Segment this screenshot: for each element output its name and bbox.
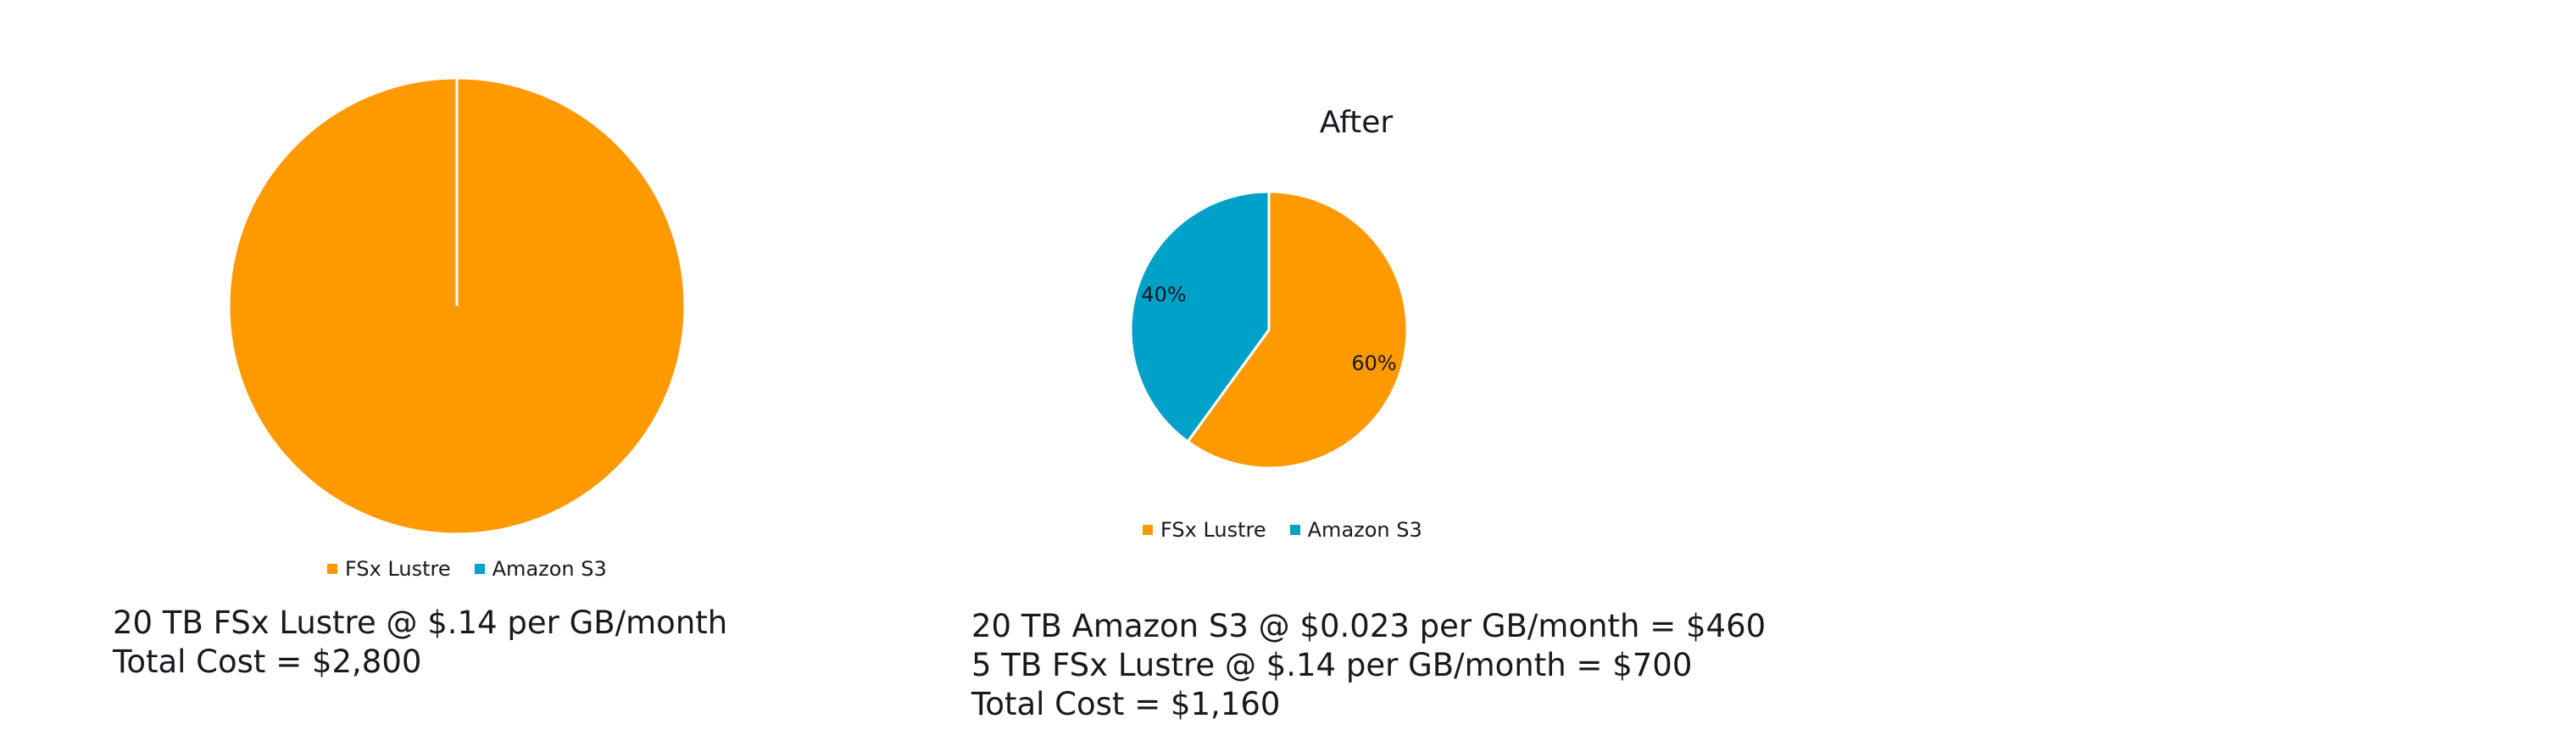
caption-line: 5 TB FSx Lustre @ $.14 per GB/month = $7…: [971, 647, 1693, 683]
after-cost-caption: 20 TB Amazon S3 @ $0.023 per GB/month = …: [971, 607, 1766, 724]
before-legend: FSx Lustre Amazon S3: [327, 557, 607, 581]
legend-item-amazon-s3: Amazon S3: [1289, 518, 1422, 542]
after-chart: After 60% 40% FSx Lustre Amazon S3 20 TB …: [932, 0, 1780, 741]
after-legend: FSx Lustre Amazon S3: [1143, 518, 1422, 542]
pie-slice-fsx-lustre: [1186, 190, 1409, 470]
chart-title: After: [1319, 105, 1394, 140]
before-cost-caption: 20 TB FSx Lustre @ $.14 per GB/month Tot…: [113, 604, 727, 682]
after-pie-chart: 60% 40%: [1129, 190, 1409, 470]
legend-item-amazon-s3: Amazon S3: [474, 557, 607, 581]
legend-swatch-fsx: [327, 564, 337, 574]
caption-line: 20 TB FSx Lustre @ $.14 per GB/month: [113, 604, 728, 641]
pie-data-label: 40%: [1141, 283, 1186, 307]
legend-label: FSx Lustre: [345, 557, 451, 581]
legend-item-fsx-lustre: FSx Lustre: [327, 557, 451, 581]
pie-slice-amazon-s3: [1129, 190, 1271, 443]
caption-line: 20 TB Amazon S3 @ $0.023 per GB/month = …: [971, 608, 1766, 644]
before-pie-chart: [227, 76, 687, 536]
legend-label: FSx Lustre: [1160, 518, 1266, 542]
legend-label: Amazon S3: [1307, 518, 1422, 542]
legend-swatch-s3: [474, 564, 485, 574]
pie-data-label: 60%: [1351, 351, 1396, 375]
legend-swatch-s3: [1289, 525, 1300, 535]
caption-line: Total Cost = $1,160: [971, 686, 1281, 722]
legend-item-fsx-lustre: FSx Lustre: [1143, 518, 1266, 542]
legend-label: Amazon S3: [492, 557, 607, 581]
legend-swatch-fsx: [1143, 525, 1153, 535]
caption-line: Total Cost = $2,800: [113, 644, 422, 680]
before-chart: FSx Lustre Amazon S3 20 TB FSx Lustre @ …: [0, 0, 932, 741]
